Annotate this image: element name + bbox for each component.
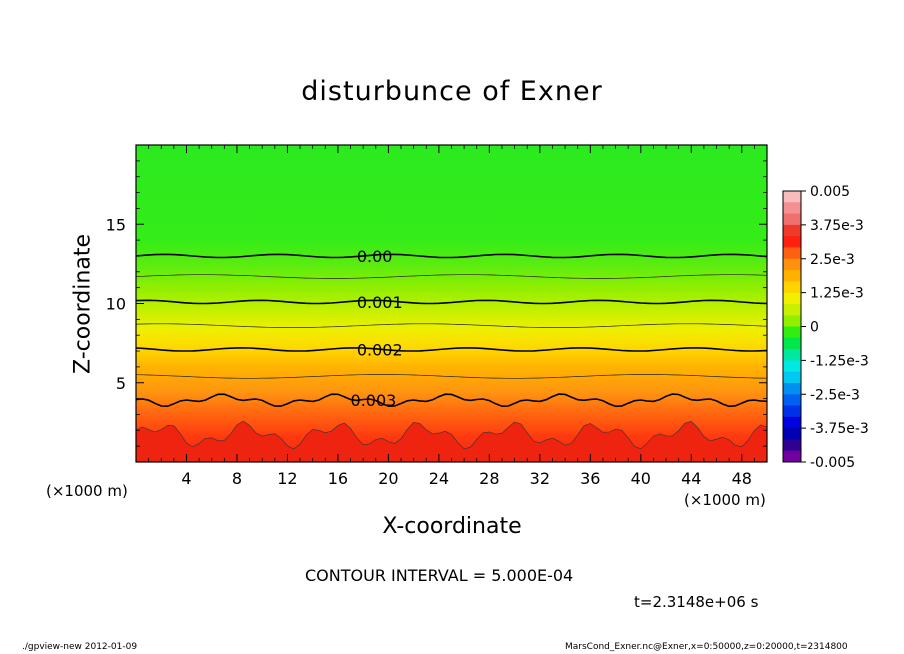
colorbar-swatch [783,303,801,316]
x-tick-label: 36 [580,469,600,488]
x-tick-label: 4 [181,469,191,488]
contour-label: 0.001 [357,293,403,312]
minor-contour-line [135,274,768,279]
x-tick-label: 40 [631,469,651,488]
colorbar-tick-label: 1.25e-3 [810,286,864,302]
y-tick-label: 15 [106,215,126,234]
contour-line [135,253,768,259]
colorbar-tick-label: -1.25e-3 [810,353,869,369]
colorbar-swatch [783,247,801,260]
contour-label: 0.002 [357,340,403,359]
x-axis-unit-right: (×1000 m) [684,491,766,509]
colorbar-swatch [783,315,801,327]
colorbar-swatch [783,382,801,395]
footer-right: MarsCond_Exner.nc@Exner,x=0:50000,z=0:20… [565,642,848,652]
colorbar-swatch [783,202,801,215]
contour-label: 0.003 [351,391,397,410]
x-tick-label: 28 [479,469,499,488]
colorbar-swatch [783,439,801,452]
colorbar-tick-label: 3.75e-3 [810,218,864,234]
chart-title: disturbunce of Exner [301,76,603,107]
colorbar-swatch [783,450,801,463]
footer-left: ./gpview-new 2012-01-09 [22,642,138,652]
colorbar-swatch [783,191,801,203]
contour-line [135,347,768,352]
x-axis-label: X-coordinate [382,514,522,539]
x-tick-label: 24 [429,469,449,488]
contour-interval-text: CONTOUR INTERVAL = 5.000E-04 [305,566,574,585]
x-tick-label: 32 [530,469,550,488]
colorbar-tick-label: -0.005 [810,455,855,471]
colorbar-swatch [783,349,801,361]
bottom-red-region [135,420,768,463]
colorbar-swatch [783,258,801,271]
x-tick-label: 16 [328,469,348,488]
colorbar-swatch [783,394,801,407]
x-tick-label: 12 [277,469,297,488]
colorbar-tick-label: -2.5e-3 [810,387,860,403]
colorbar-swatch [783,371,801,384]
contour-label: 0.00 [357,247,393,266]
time-text: t=2.3148e+06 s [634,593,759,611]
colorbar-swatch [783,360,801,373]
contour-line [135,299,768,305]
colorbar-swatch [783,326,801,339]
y-tick-label: 10 [106,295,126,314]
x-tick-label: 48 [732,469,752,488]
colorbar-tick-label: 0.005 [810,184,850,200]
colorbar-swatch [783,405,801,418]
colorbar-tick-label: 0 [810,320,819,336]
x-tick-label: 8 [232,469,242,488]
colorbar-swatch [783,213,801,226]
colorbar-swatch [783,292,801,305]
minor-contour-line [135,374,768,379]
colorbar-swatch [783,270,801,282]
x-axis-unit-left: (×1000 m) [46,482,128,500]
colorbar-swatch [783,428,801,440]
colorbar-swatch [783,416,801,429]
colorbar-swatch [783,337,801,350]
colorbar-swatch [783,281,801,294]
x-tick-label: 44 [681,469,701,488]
x-tick-label: 20 [378,469,398,488]
colorbar-swatch [783,224,801,237]
colorbar-swatch [783,236,801,248]
colorbar-tick-label: 2.5e-3 [810,252,855,268]
y-axis-label: Z-coordinate [70,234,96,374]
y-tick-label: 5 [116,374,126,393]
colorbar-tick-label: -3.75e-3 [810,421,869,437]
contour-line [135,393,768,408]
minor-contour-line [135,323,768,328]
